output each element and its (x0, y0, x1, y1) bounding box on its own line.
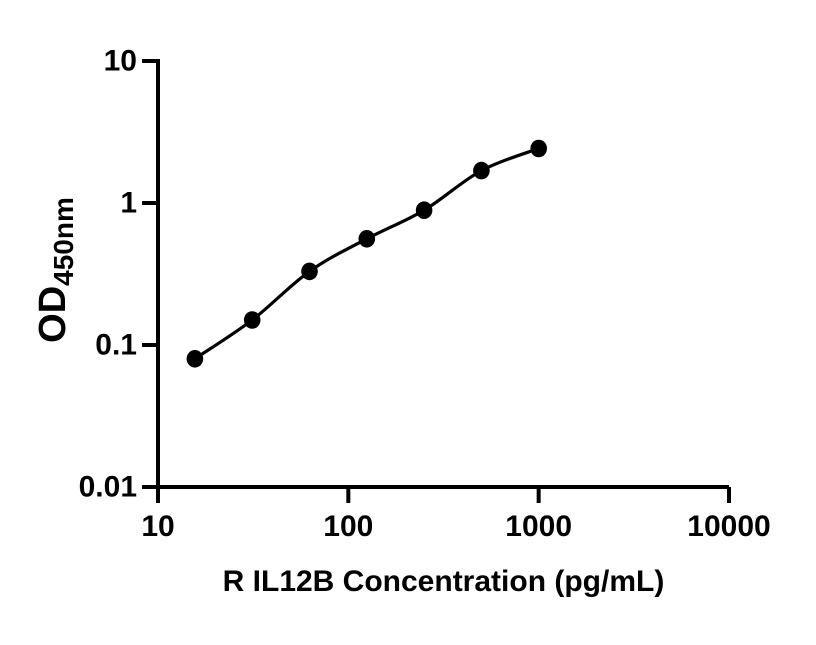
y-tick-label: 0.01 (79, 471, 137, 504)
x-tick-label: 10 (141, 510, 174, 543)
data-point (243, 311, 261, 329)
data-point (186, 350, 204, 368)
y-tick-label: 0.1 (95, 329, 137, 362)
data-point (301, 262, 318, 281)
data-point (473, 161, 490, 180)
x-tick-label: 10000 (687, 510, 770, 543)
x-axis-title: R IL12B Concentration (pg/mL) (223, 565, 665, 598)
data-point (415, 201, 433, 219)
y-tick-label: 10 (104, 45, 137, 78)
standard-curve-line (193, 147, 540, 361)
data-point (358, 230, 376, 248)
y-tick-label: 1 (120, 187, 137, 220)
y-axis-title: OD450nm (32, 197, 79, 343)
x-tick-label: 100 (323, 510, 373, 543)
x-tick-label: 1000 (505, 510, 572, 543)
data-point (530, 139, 547, 158)
